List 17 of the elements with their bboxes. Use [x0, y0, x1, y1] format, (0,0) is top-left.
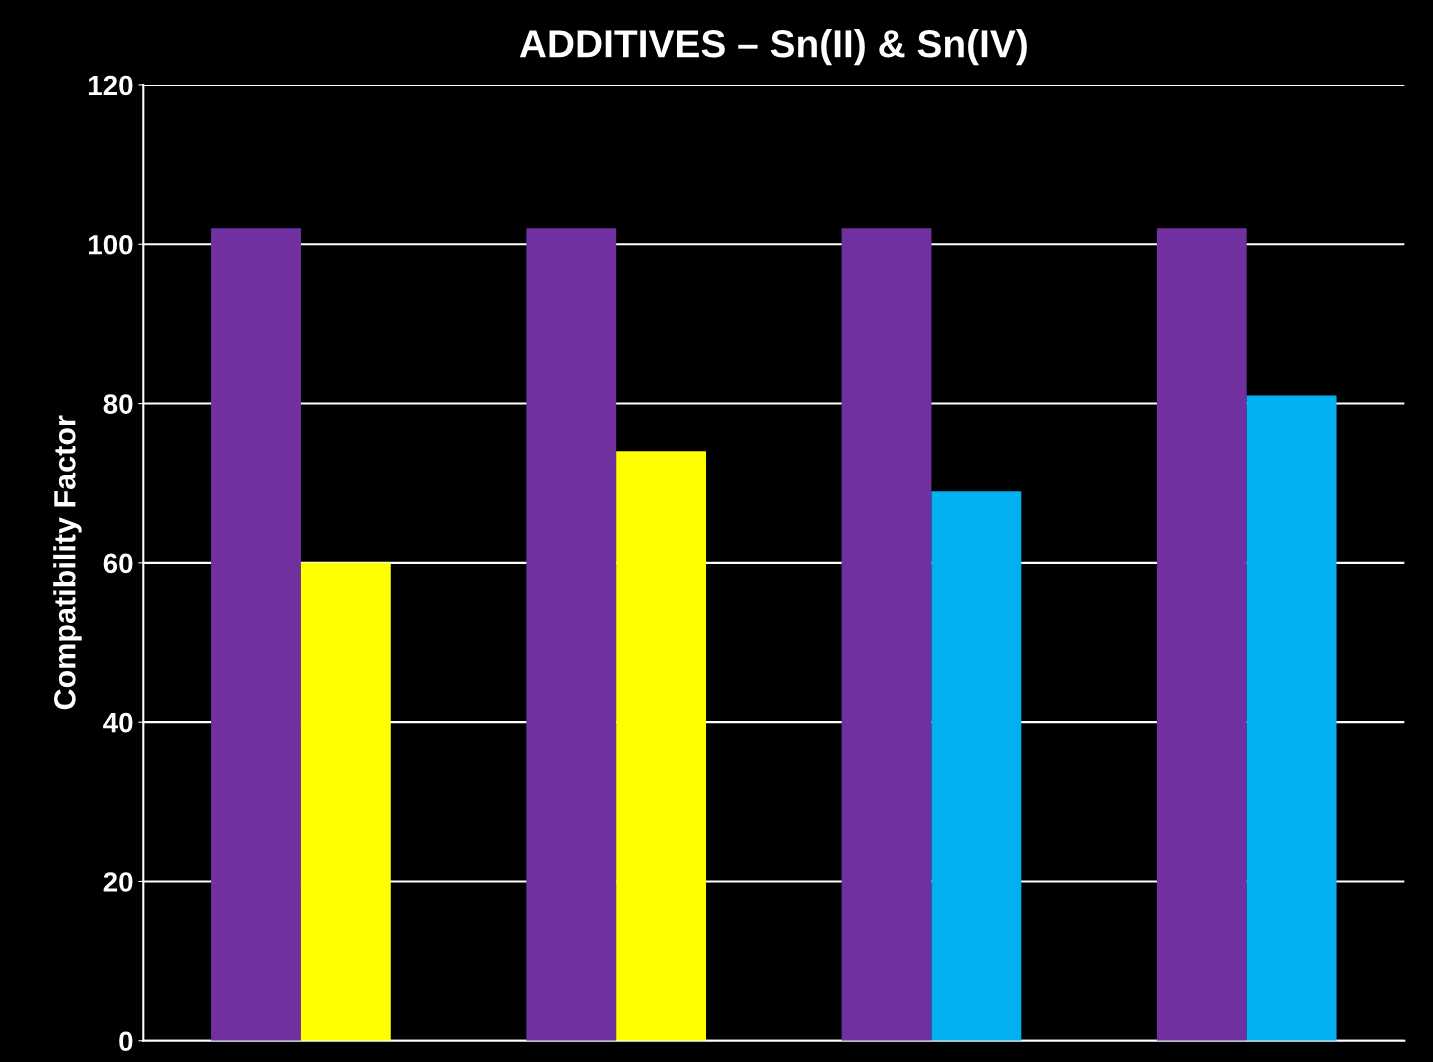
bar: [931, 491, 1022, 1041]
bar: [526, 228, 617, 1041]
bar: [841, 228, 932, 1041]
bar: [616, 451, 707, 1041]
y-tick-label: 120: [88, 75, 133, 96]
y-tick-label: 0: [119, 1031, 133, 1052]
y-tick-label: 60: [103, 553, 133, 574]
bar: [1246, 395, 1337, 1041]
bar: [1156, 228, 1247, 1041]
bar: [300, 562, 391, 1041]
y-tick-label: 20: [103, 872, 133, 892]
bar: [211, 228, 301, 1041]
y-tick-label: 40: [103, 712, 133, 733]
y-tick-label: 80: [103, 394, 133, 414]
y-tick-label: 100: [88, 234, 133, 255]
chart-title: ADDITIVES – Sn(II) & Sn(IV): [519, 29, 1027, 66]
y-axis-title: Compatibility Factor: [53, 415, 82, 710]
